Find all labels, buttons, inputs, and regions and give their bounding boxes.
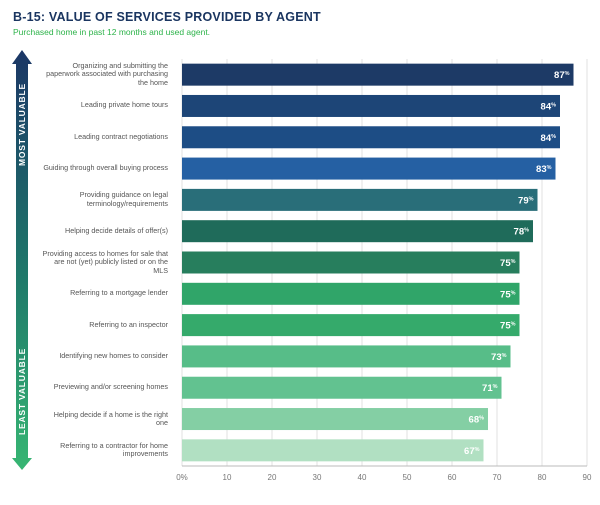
bar-value-label: 75% — [500, 289, 516, 300]
bar — [182, 408, 488, 431]
bar-value-label: 83% — [536, 164, 552, 175]
bar — [182, 188, 538, 211]
bar — [182, 63, 574, 86]
category-label: Organizing and submitting the paperwork … — [46, 60, 168, 87]
category-label: Leading private home tours — [80, 100, 168, 110]
category-label: Providing guidance on legal terminology/… — [79, 190, 168, 208]
x-tick-label: 20 — [268, 473, 277, 482]
category-label: Identifying new homes to consider — [59, 350, 168, 360]
category-label: Previewing and/or screening homes — [53, 382, 168, 392]
x-tick-label: 40 — [358, 473, 367, 482]
x-tick-label: 0% — [176, 473, 188, 482]
bar — [182, 220, 533, 243]
category-label: Leading contract negotiations — [74, 131, 168, 141]
bar — [182, 126, 560, 149]
bar-value-label: 73% — [491, 352, 507, 363]
bar-value-label: 84% — [541, 133, 557, 144]
chart-subtitle: Purchased home in past 12 months and use… — [13, 27, 211, 37]
bar-value-label: 75% — [500, 321, 516, 332]
category-label: Helping decide if a home is the right on… — [53, 409, 168, 428]
x-tick-label: 90 — [583, 473, 592, 482]
bar-value-label: 79% — [518, 195, 534, 206]
x-tick-label: 10 — [223, 473, 232, 482]
bar — [182, 345, 511, 368]
category-label: Guiding through overall buying process — [43, 163, 168, 173]
bar — [182, 94, 560, 117]
bar-value-label: 71% — [482, 383, 498, 394]
chart-title: B-15: VALUE OF SERVICES PROVIDED BY AGEN… — [13, 10, 321, 24]
category-label: Referring to a contractor for home impro… — [60, 440, 168, 459]
bar-value-label: 75% — [500, 258, 516, 269]
most-valuable-label: MOST VALUABLE — [17, 83, 27, 166]
x-tick-label: 50 — [403, 473, 412, 482]
x-tick-label: 80 — [538, 473, 547, 482]
bar — [182, 439, 484, 462]
bar — [182, 282, 520, 305]
bar — [182, 376, 502, 399]
bar-value-label: 78% — [514, 227, 530, 238]
x-tick-label: 30 — [313, 473, 322, 482]
least-valuable-label: LEAST VALUABLE — [17, 347, 27, 435]
bar — [182, 314, 520, 337]
category-label: Providing access to homes for sale that … — [42, 248, 168, 275]
bar — [182, 157, 556, 180]
bar-value-label: 67% — [464, 446, 480, 457]
bar — [182, 251, 520, 274]
category-label: Helping decide details of offer(s) — [65, 225, 168, 235]
value-scale-arrow — [12, 50, 32, 470]
bar-value-label: 87% — [554, 70, 570, 81]
bar-value-label: 68% — [469, 415, 485, 426]
category-label: Referring to a mortgage lender — [70, 288, 168, 298]
x-tick-label: 70 — [493, 473, 502, 482]
x-tick-label: 60 — [448, 473, 457, 482]
category-label: Referring to an inspector — [89, 319, 168, 329]
bar-value-label: 84% — [541, 101, 557, 112]
